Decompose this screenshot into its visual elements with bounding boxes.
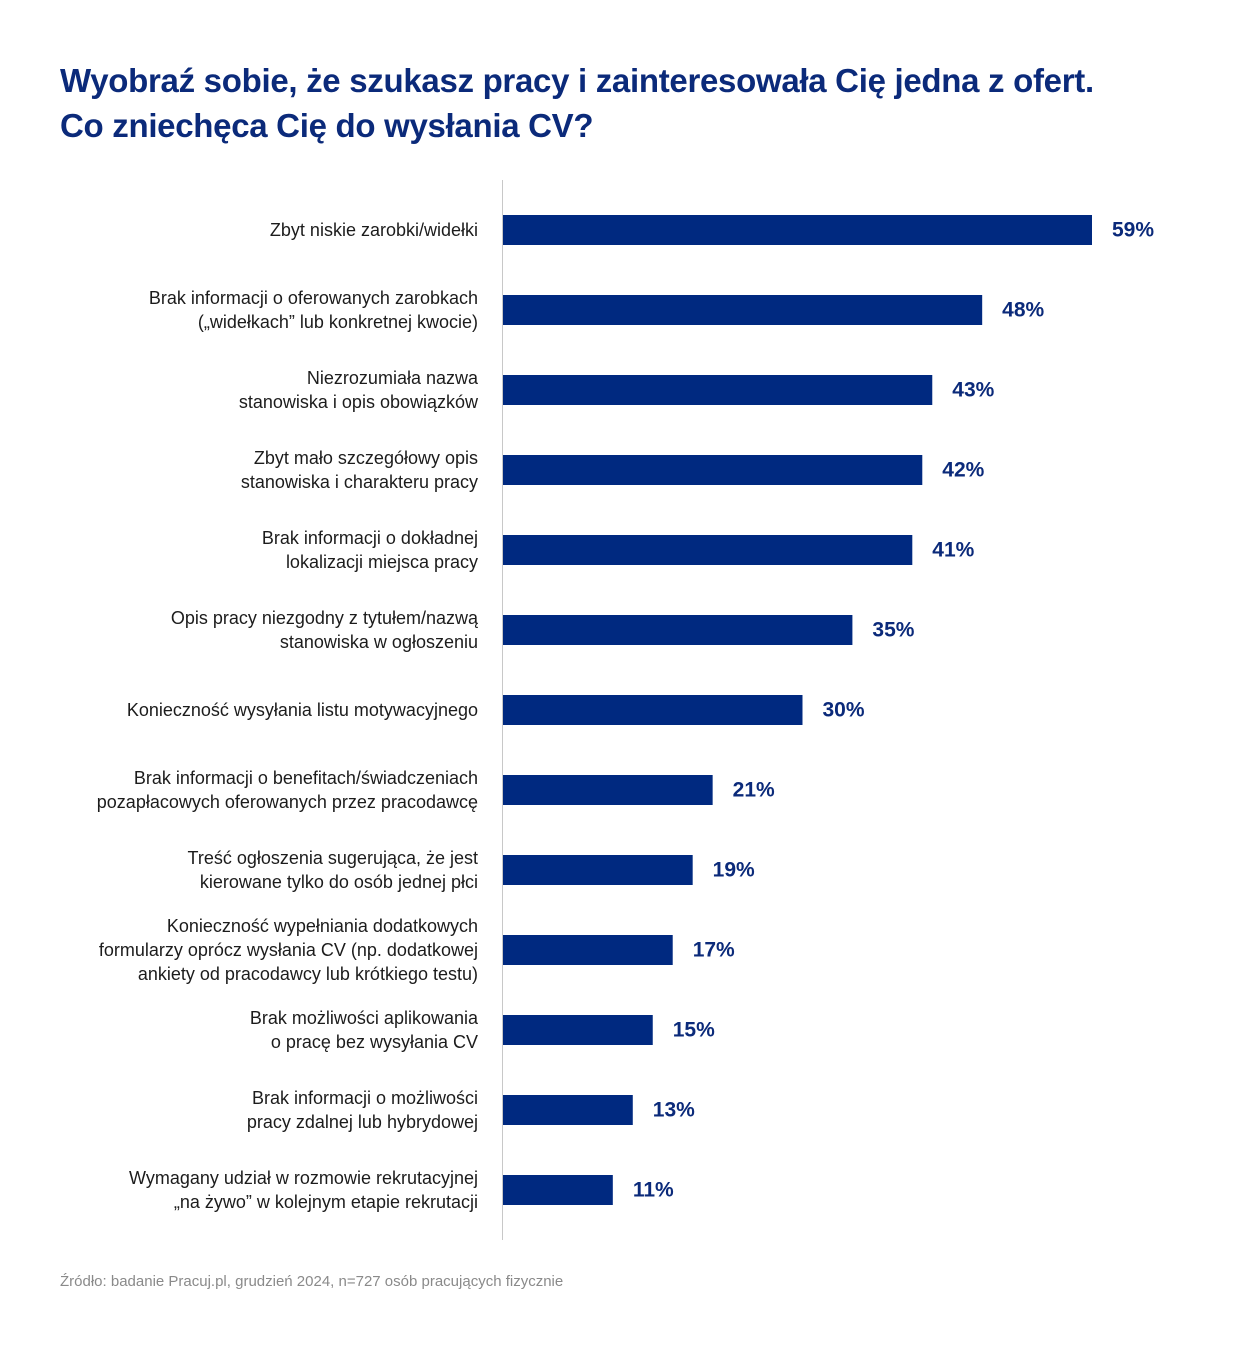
bar-3 <box>503 375 933 405</box>
value-label-13: 11% <box>633 1179 674 1202</box>
value-label-10: 17% <box>693 939 735 962</box>
category-label-line: Konieczność wypełniania dodatkowych <box>167 916 478 936</box>
category-label-2: Brak informacji o oferowanych zarobkach (… <box>149 288 478 332</box>
value-label-9: 19% <box>713 859 755 882</box>
category-label-line: Wymagany udział w rozmowie rekrutacyjnej <box>129 1168 478 1188</box>
category-label-5: Brak informacji o dokładnej lokalizacji m… <box>262 528 478 572</box>
category-label-line: stanowiska i opis obowiązków <box>239 392 479 412</box>
category-label-line: Niezrozumiała nazwa <box>307 368 479 388</box>
category-label-line: „na żywo” w kolejnym etapie rekrutacji <box>174 1192 478 1212</box>
value-label-7: 30% <box>822 699 864 722</box>
value-label-1: 59% <box>1112 219 1154 242</box>
category-label-7: Konieczność wysyłania listu motywacyjneg… <box>127 700 478 720</box>
category-label-line: Zbyt mało szczegółowy opis <box>254 448 478 468</box>
category-label-line: („widełkach” lub konkretnej kwocie) <box>198 312 478 332</box>
value-label-12: 13% <box>653 1099 695 1122</box>
category-label-line: Brak informacji o możliwości <box>252 1088 478 1108</box>
bar-2 <box>503 295 983 325</box>
category-label-4: Zbyt mało szczegółowy opis stanowiska i c… <box>241 448 478 492</box>
bar-10 <box>503 935 673 965</box>
category-label-11: Brak możliwości aplikowania o pracę bez w… <box>250 1008 479 1052</box>
bar-9 <box>503 855 693 885</box>
bar-12 <box>503 1095 633 1125</box>
bars-group: 59% Zbyt niskie zarobki/widełki 48% Brak in… <box>97 215 1154 1212</box>
value-label-11: 15% <box>673 1019 715 1042</box>
category-label-3: Niezrozumiała nazwa stanowiska i opis obo… <box>239 368 479 412</box>
bar-4 <box>503 455 923 485</box>
bar-1 <box>503 215 1092 245</box>
category-label-line: Opis pracy niezgodny z tytułem/nazwą <box>171 608 479 628</box>
category-label-6: Opis pracy niezgodny z tytułem/nazwą stan… <box>171 608 479 652</box>
chart-title: Wyobraź sobie, że szukasz pracy i zainte… <box>60 58 1210 148</box>
category-label-line: Treść ogłoszenia sugerująca, że jest <box>188 848 478 868</box>
category-label-line: Brak informacji o dokładnej <box>262 528 478 548</box>
chart-title-line-1: Wyobraź sobie, że szukasz pracy i zainte… <box>60 62 1094 99</box>
category-label-9: Treść ogłoszenia sugerująca, że jest kier… <box>188 848 478 892</box>
value-label-5: 41% <box>932 539 974 562</box>
category-label-line: Konieczność wysyłania listu motywacyjneg… <box>127 700 478 720</box>
category-label-line: kierowane tylko do osób jednej płci <box>200 872 478 892</box>
category-label-line: o pracę bez wysyłania CV <box>271 1032 478 1052</box>
bar-8 <box>503 775 713 805</box>
value-label-3: 43% <box>952 379 994 402</box>
category-label-12: Brak informacji o możliwości pracy zdalne… <box>247 1088 478 1132</box>
category-label-line: ankiety od pracodawcy lub krótkiego test… <box>138 964 478 984</box>
category-label-line: lokalizacji miejsca pracy <box>286 552 478 572</box>
bar-13 <box>503 1175 613 1205</box>
bar-6 <box>503 615 853 645</box>
bar-7 <box>503 695 803 725</box>
value-label-2: 48% <box>1002 299 1044 322</box>
category-label-8: Brak informacji o benefitach/świadczenia… <box>97 768 478 812</box>
category-label-13: Wymagany udział w rozmowie rekrutacyjnej… <box>129 1168 478 1212</box>
source-note: Źródło: badanie Pracuj.pl, grudzień 2024… <box>60 1273 564 1290</box>
bar-5 <box>503 535 913 565</box>
category-label-line: formularzy oprócz wysłania CV (np. dodat… <box>99 940 478 960</box>
bar-11 <box>503 1015 653 1045</box>
category-label-line: stanowiska w ogłoszeniu <box>280 632 478 652</box>
value-label-6: 35% <box>872 619 914 642</box>
category-label-line: pracy zdalnej lub hybrydowej <box>247 1112 478 1132</box>
category-label-1: Zbyt niskie zarobki/widełki <box>270 220 478 240</box>
category-label-10: Konieczność wypełniania dodatkowych formu… <box>99 916 478 984</box>
chart-title-line-2: Co zniechęca Cię do wysłania CV? <box>60 107 594 144</box>
value-label-8: 21% <box>733 779 775 802</box>
category-label-line: Zbyt niskie zarobki/widełki <box>270 220 478 240</box>
category-label-line: Brak możliwości aplikowania <box>250 1008 479 1028</box>
category-label-line: stanowiska i charakteru pracy <box>241 472 478 492</box>
category-label-line: Brak informacji o oferowanych zarobkach <box>149 288 478 308</box>
category-label-line: Brak informacji o benefitach/świadczenia… <box>134 768 478 788</box>
category-label-line: pozapłacowych oferowanych przez pracodaw… <box>97 792 478 812</box>
value-label-4: 42% <box>942 459 984 482</box>
